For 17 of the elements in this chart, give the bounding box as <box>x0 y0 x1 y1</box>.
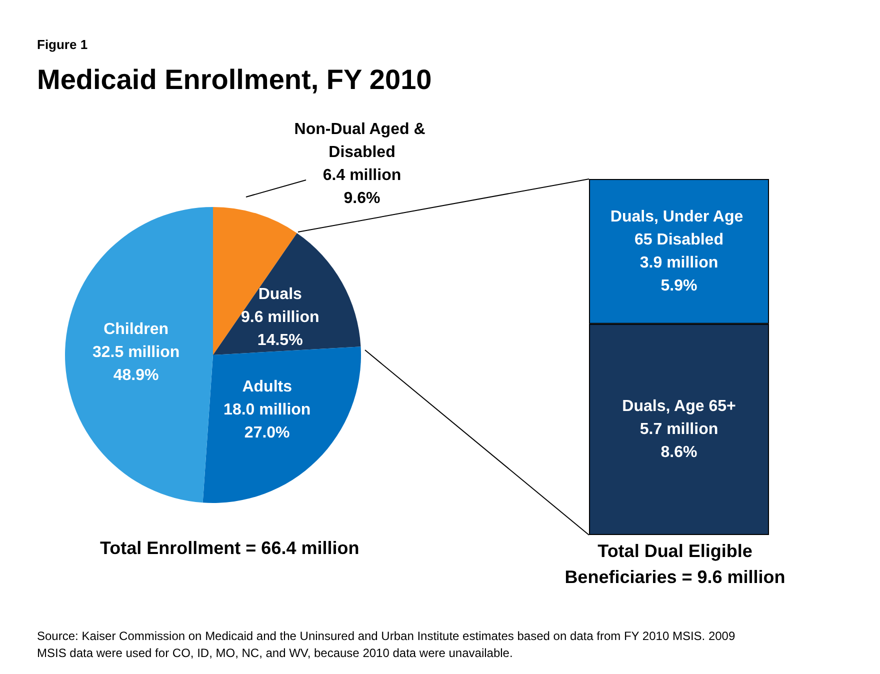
text: Total Dual Eligible Beneficiaries = 9.6 million <box>564 540 786 589</box>
slice-label: Children <box>104 320 168 338</box>
data-label: 9.6 million 14.5% <box>241 308 320 349</box>
data-label: 6.4 million 9.6% <box>322 167 402 207</box>
slice-label: Adults <box>242 378 292 396</box>
source-note: Source: Kaiser Commission on Medicaid and the Uninsured and Urban Institute estimates based on data from FY 2010 MSIS. 2009 MSIS data were used for CO, ID, MO, NC, and WV, because 2010 data were unavailable. <box>37 628 736 662</box>
chart-title: Medicaid Enrollment, FY 2010 <box>37 64 432 96</box>
data-label: 3.9 million 5.9% <box>640 254 718 294</box>
data-label: 5.7 million 8.6% <box>640 420 718 461</box>
data-label: 32.5 million 48.9% <box>92 344 180 384</box>
slice-label: Non-Dual Aged & Disabled <box>294 121 430 161</box>
data-label: 18.0 million 27.0% <box>224 401 311 442</box>
slice-label: Duals <box>258 286 302 303</box>
text: Total Enrollment = 66.4 million <box>100 538 360 559</box>
series-label: Duals, Age 65+ <box>622 398 736 415</box>
series-label: Duals, Under Age 65 Disabled <box>610 208 748 248</box>
caption: Figure 1 <box>37 37 88 52</box>
